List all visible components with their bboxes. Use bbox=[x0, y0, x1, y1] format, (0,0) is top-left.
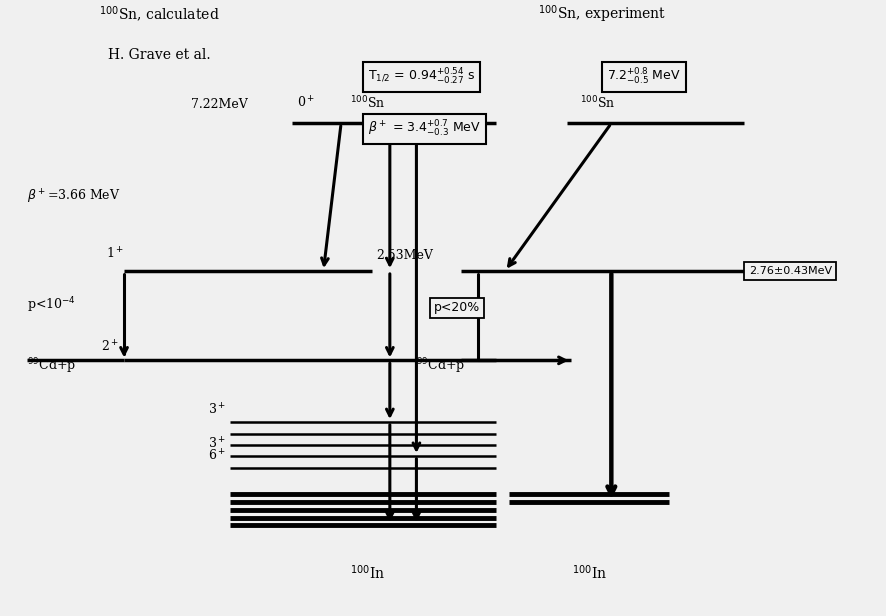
Text: $^{100}$Sn, calculated: $^{100}$Sn, calculated bbox=[99, 5, 220, 25]
Text: T$_{1/2}$ = 0.94$^{+0.54}_{-0.27}$ s: T$_{1/2}$ = 0.94$^{+0.54}_{-0.27}$ s bbox=[368, 67, 475, 87]
Text: 2.76±0.43MeV: 2.76±0.43MeV bbox=[749, 266, 832, 276]
Text: 2.53MeV: 2.53MeV bbox=[377, 249, 433, 262]
Text: $\beta^+$=3.66 MeV: $\beta^+$=3.66 MeV bbox=[27, 188, 120, 206]
Text: 3$^+$: 3$^+$ bbox=[208, 402, 226, 418]
Text: p<20%: p<20% bbox=[434, 301, 480, 315]
Text: 1$^+$: 1$^+$ bbox=[106, 246, 124, 262]
Text: $\beta^+$ = 3.4$^{+0.7}_{-0.3}$ MeV: $\beta^+$ = 3.4$^{+0.7}_{-0.3}$ MeV bbox=[368, 120, 481, 139]
Text: p<10$^{-4}$: p<10$^{-4}$ bbox=[27, 295, 75, 315]
Text: 7.22MeV: 7.22MeV bbox=[191, 98, 248, 111]
Text: $^{100}$Sn: $^{100}$Sn bbox=[580, 94, 616, 111]
Text: 3$^+$: 3$^+$ bbox=[208, 436, 226, 452]
Text: 2$^+$: 2$^+$ bbox=[102, 339, 120, 354]
Text: 0$^+$: 0$^+$ bbox=[297, 95, 315, 111]
Text: $^{99}$Cd+p: $^{99}$Cd+p bbox=[27, 357, 75, 376]
Text: $^{100}$Sn: $^{100}$Sn bbox=[350, 94, 385, 111]
Text: H. Grave et al.: H. Grave et al. bbox=[108, 47, 211, 62]
Text: 7.2$^{+0.8}_{-0.5}$ MeV: 7.2$^{+0.8}_{-0.5}$ MeV bbox=[607, 67, 680, 87]
Text: $^{99}$Cd+p: $^{99}$Cd+p bbox=[416, 357, 465, 376]
Text: 6$^+$: 6$^+$ bbox=[208, 448, 226, 464]
Text: $^{100}$In: $^{100}$In bbox=[571, 564, 607, 582]
Text: $^{100}$Sn, experiment: $^{100}$Sn, experiment bbox=[539, 3, 666, 25]
Text: $^{100}$In: $^{100}$In bbox=[350, 564, 385, 582]
